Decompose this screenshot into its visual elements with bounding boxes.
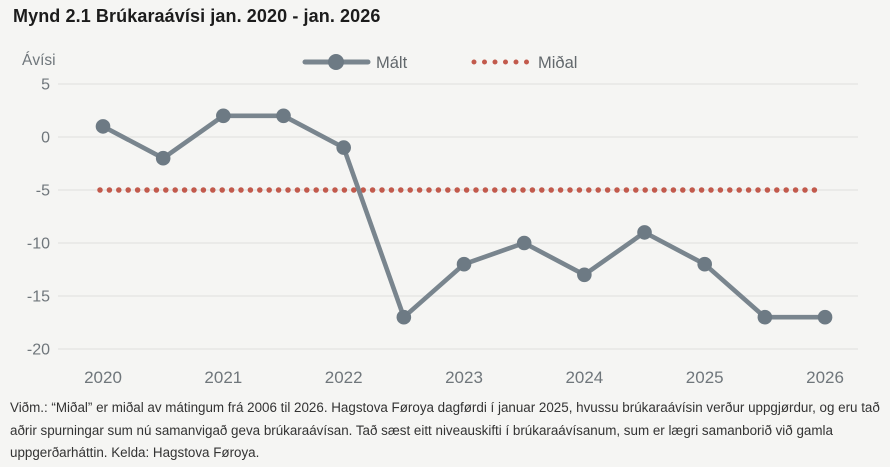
malt-data-point bbox=[155, 150, 171, 166]
x-tick-label: 2022 bbox=[325, 368, 363, 387]
y-tick-label: -20 bbox=[27, 342, 50, 359]
footnote-text: Viðm.: “Miðal” er miðal av mátingum frá … bbox=[10, 400, 880, 460]
x-tick-label: 2026 bbox=[806, 368, 844, 387]
malt-series-line bbox=[100, 113, 828, 320]
malt-data-point bbox=[216, 108, 231, 124]
x-tick-label: 2020 bbox=[84, 368, 122, 387]
legend-midal-label: Miðal bbox=[538, 54, 577, 72]
y-tick-label: 0 bbox=[41, 130, 50, 147]
legend-malt-label: Mált bbox=[376, 54, 408, 72]
malt-data-point bbox=[276, 108, 291, 124]
x-tick-label: 2024 bbox=[565, 368, 603, 387]
y-tick-label: -5 bbox=[36, 183, 50, 200]
malt-data-point bbox=[336, 140, 351, 155]
legend-malt-marker-icon bbox=[328, 54, 344, 70]
y-tick-label: -15 bbox=[27, 289, 50, 306]
malt-data-point bbox=[637, 225, 652, 240]
malt-data-point bbox=[817, 309, 833, 325]
malt-data-point bbox=[456, 256, 472, 272]
y-axis-title: Ávísi bbox=[22, 52, 56, 69]
malt-data-point bbox=[697, 256, 712, 272]
x-tick-label: 2025 bbox=[686, 368, 724, 387]
y-tick-label: -10 bbox=[27, 236, 50, 253]
malt-data-point bbox=[577, 267, 592, 283]
chart-title: Mynd 2.1 Brúkaraávísi jan. 2020 - jan. 2… bbox=[13, 6, 381, 26]
x-tick-label: 2023 bbox=[445, 368, 483, 387]
malt-data-point bbox=[757, 309, 773, 325]
malt-data-point bbox=[516, 235, 532, 251]
y-tick-label: 5 bbox=[41, 77, 50, 94]
malt-data-point bbox=[95, 119, 111, 134]
x-tick-label: 2021 bbox=[204, 368, 242, 387]
line-chart-plot: Ávísi Mált Miðal 5 0 -5 -10 -15 -20 2020 2021 2022 2… bbox=[22, 52, 858, 387]
malt-data-point bbox=[396, 309, 412, 325]
